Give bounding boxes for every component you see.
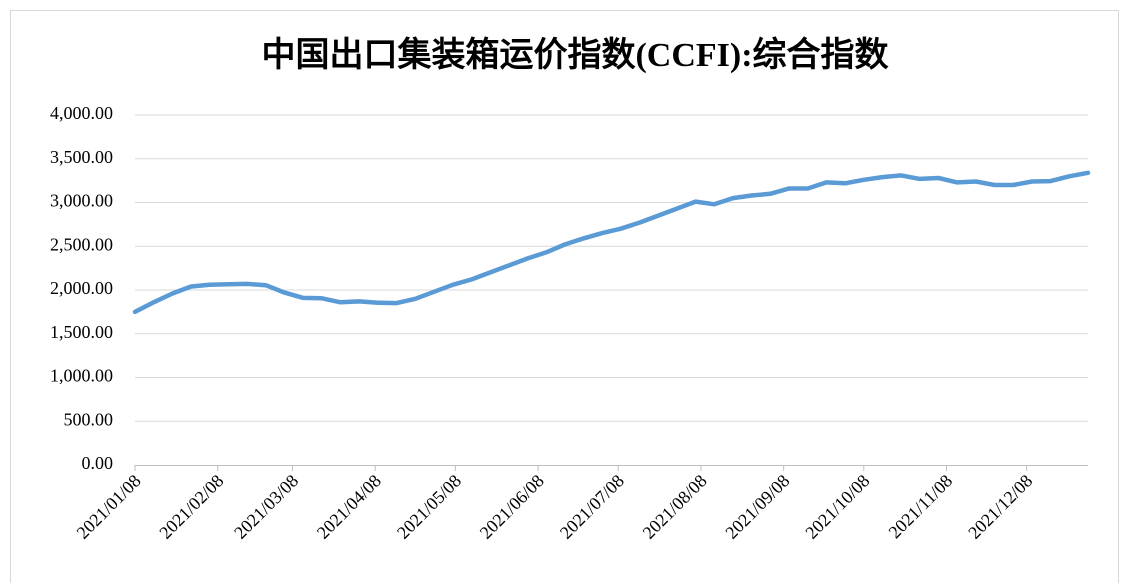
y-tick-label: 4,000.00 [50, 103, 113, 123]
y-tick-label: 2,500.00 [50, 234, 113, 254]
y-tick-label: 3,000.00 [50, 191, 113, 211]
y-tick-label: 1,500.00 [50, 322, 113, 342]
chart-title: 中国出口集装箱运价指数(CCFI):综合指数 [261, 36, 888, 74]
chart-frame [10, 10, 1119, 583]
data-line [132, 170, 1091, 315]
y-tick-label: 0.00 [82, 453, 114, 473]
y-tick-label: 2,000.00 [50, 278, 113, 298]
y-tick-label: 1,000.00 [50, 366, 113, 386]
y-tick-label: 500.00 [64, 409, 114, 429]
y-tick-label: 3,500.00 [50, 147, 113, 167]
